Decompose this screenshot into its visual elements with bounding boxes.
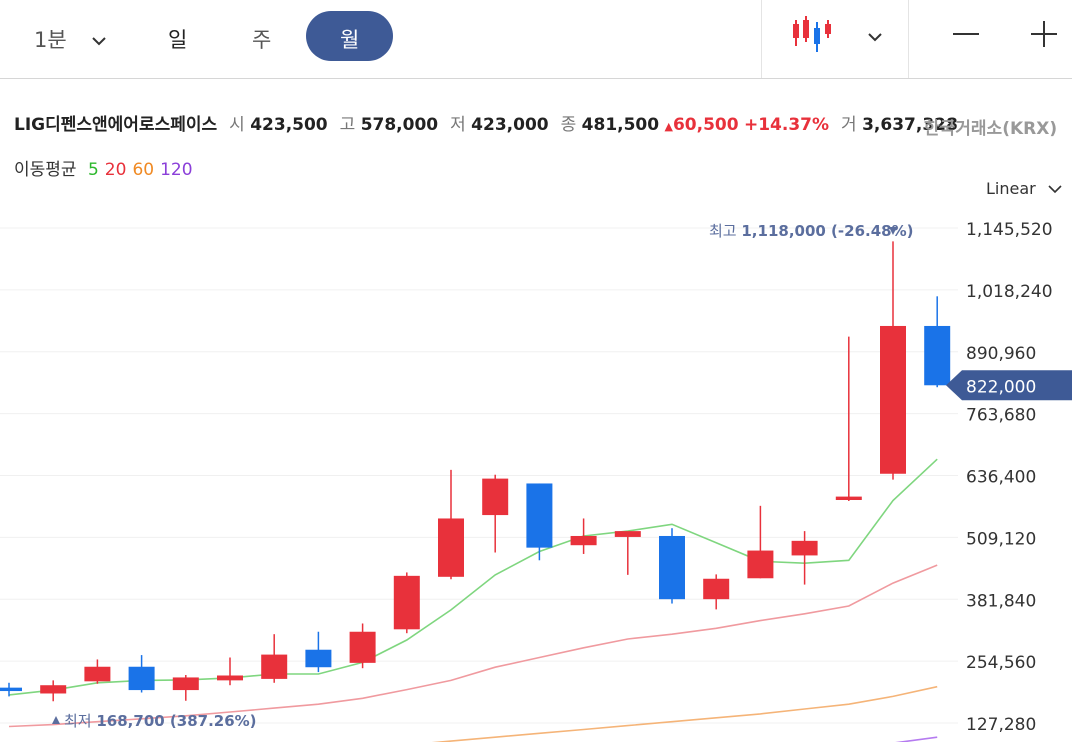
stock-name: LIG디펜스앤에어로스페이스 — [14, 115, 218, 135]
volume-label: 거 — [841, 115, 857, 135]
ma-legend-item-20: 20 — [104, 160, 127, 180]
candle-body — [0, 687, 22, 692]
y-tick-label: 127,280 — [966, 715, 1036, 735]
low-label: 저 — [450, 115, 466, 135]
ma60-line — [431, 685, 938, 742]
y-tick-label: 636,400 — [966, 468, 1036, 488]
ma5-line — [8, 458, 938, 696]
tab-day[interactable]: 일 — [168, 28, 188, 52]
current-price-tag — [946, 370, 1072, 401]
candle-body — [482, 478, 509, 516]
ma-legend-item-120: 120 — [160, 160, 193, 180]
candle-body — [570, 535, 597, 546]
candle-body — [791, 540, 818, 556]
min-annotation: 최저 168,700 (387.26%) — [64, 712, 257, 730]
close-value: 481,500 — [581, 115, 660, 135]
up-arrow-icon: ▲ — [664, 120, 673, 133]
toolbar: 1분 일 주 월 — [0, 0, 1072, 79]
zoom-in-icon[interactable] — [1030, 20, 1058, 53]
change-value: 60,500 — [672, 115, 739, 135]
candle-body — [128, 666, 155, 691]
stock-info: LIG디펜스앤에어로스페이스 시 423,500 고 578,000 저 423,00… — [14, 110, 958, 135]
y-tick-label: 1,018,240 — [966, 282, 1053, 302]
ma-legend: 이동평균 5 20 60 120 — [14, 155, 193, 180]
y-tick-label: 381,840 — [966, 591, 1036, 611]
close-label: 종 — [560, 115, 577, 135]
candle-body — [261, 654, 288, 679]
divider — [908, 0, 909, 78]
ma20-line — [8, 564, 938, 728]
divider — [761, 0, 762, 78]
ma-legend-title: 이동평균 — [14, 160, 77, 180]
high-label: 고 — [339, 115, 356, 135]
candle-body — [349, 631, 376, 663]
interval-selector[interactable]: 1분 — [34, 28, 67, 52]
scale-chevron-icon — [1048, 185, 1062, 194]
ma120-line — [895, 736, 938, 742]
candle-body — [40, 685, 67, 694]
candle-body — [438, 518, 464, 577]
ma-legend-item-60: 60 — [132, 160, 155, 180]
y-tick-label: 509,120 — [966, 529, 1036, 549]
candle-body — [172, 677, 199, 691]
candle-body — [84, 666, 111, 682]
zoom-out-icon[interactable] — [952, 22, 980, 51]
tab-month[interactable]: 월 — [340, 28, 360, 52]
y-tick-label: 254,560 — [966, 653, 1036, 673]
high-value: 578,000 — [360, 115, 439, 135]
min-annotation-label: 최저 — [64, 712, 96, 730]
tab-week[interactable]: 주 — [252, 28, 272, 52]
candle-body — [747, 550, 774, 579]
candlestick-type-icon[interactable] — [792, 14, 834, 59]
max-annotation-value: 1,118,000 (-26.48%) — [741, 222, 913, 240]
candle-body — [614, 531, 641, 537]
chart-type-chevron-icon[interactable] — [866, 24, 884, 48]
candle-body — [703, 578, 730, 600]
ma-legend-item-5: 5 — [87, 160, 99, 180]
candle-body — [880, 325, 906, 474]
scale-selector[interactable]: Linear — [986, 179, 1063, 198]
min-annotation-value: 168,700 (387.26%) — [96, 712, 256, 730]
candle-body — [835, 496, 862, 501]
max-arrow-icon — [889, 227, 897, 235]
max-annotation-label: 최고 — [709, 222, 741, 240]
open-label: 시 — [229, 115, 245, 135]
min-arrow-icon — [52, 716, 60, 724]
candle-body — [393, 575, 420, 630]
candle-body — [305, 649, 332, 668]
candle-body — [659, 535, 685, 600]
y-tick-label: 763,680 — [966, 406, 1036, 426]
y-tick-label: 890,960 — [966, 344, 1036, 364]
current-price-label: 822,000 — [966, 377, 1036, 397]
low-value: 423,000 — [471, 115, 549, 135]
open-value: 423,500 — [250, 115, 328, 135]
tab-month-active[interactable] — [306, 11, 393, 61]
change-percent: +14.37% — [743, 115, 830, 135]
scale-selector-label: Linear — [986, 179, 1036, 198]
max-annotation: 최고 1,118,000 (-26.48%) — [709, 222, 913, 240]
exchange-label: 한국거래소(KRX) — [924, 119, 1058, 139]
candle-body — [924, 325, 951, 386]
volume-value: 3,637,328 — [862, 115, 958, 135]
chevron-down-icon[interactable] — [90, 28, 108, 52]
candle-body — [526, 483, 553, 548]
y-tick-label: 1,145,520 — [966, 220, 1053, 240]
candle-body — [217, 675, 243, 681]
